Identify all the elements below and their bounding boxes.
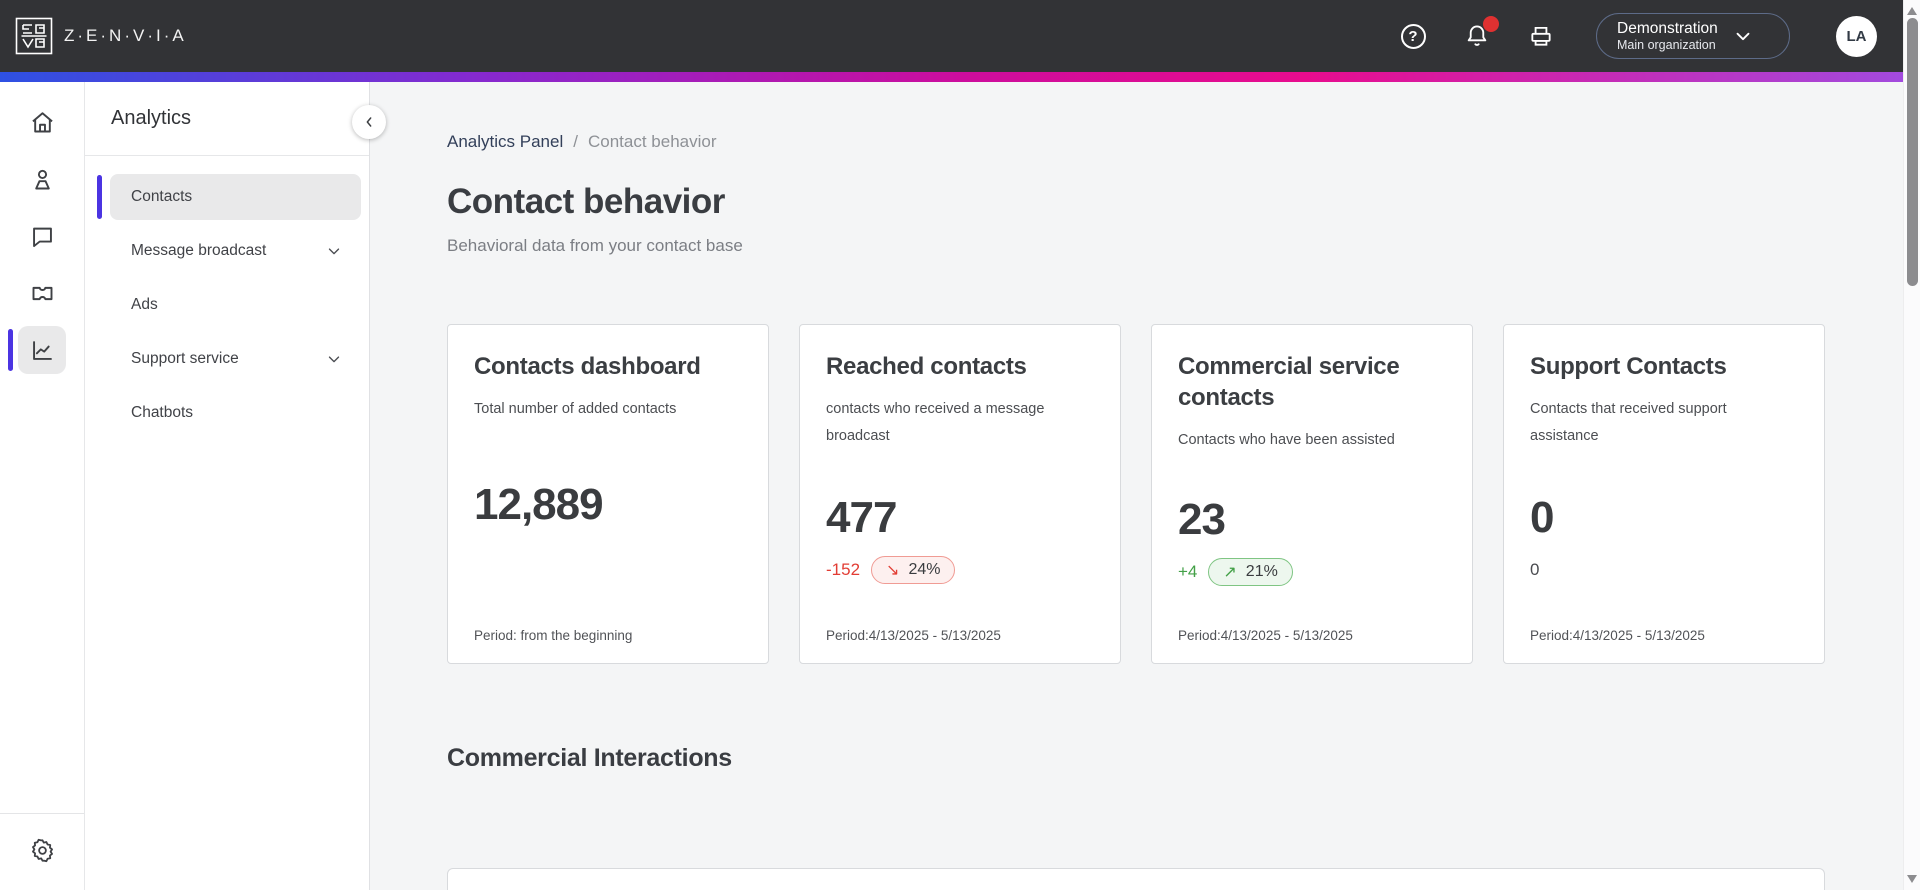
sidebar-item-support-service[interactable]: Support service bbox=[110, 336, 361, 382]
organization-sub-label: Main organization bbox=[1617, 37, 1716, 52]
card-title: Commercial service contacts bbox=[1178, 353, 1400, 412]
sidebar-item-label: Contacts bbox=[131, 188, 193, 205]
commercial-interactions-card-top bbox=[447, 868, 1825, 890]
chevron-down-icon bbox=[325, 350, 343, 368]
card-title: Reached contacts bbox=[826, 353, 1027, 380]
card-description: Contacts who have been assisted bbox=[1178, 432, 1395, 449]
card-value: 477 bbox=[826, 492, 897, 542]
card-period: Period:4/13/2025 - 5/13/2025 bbox=[826, 628, 1001, 643]
sidebar-item-contacts[interactable]: Contacts bbox=[97, 174, 361, 220]
card-period: Period:4/13/2025 - 5/13/2025 bbox=[1530, 628, 1705, 643]
card-support-contacts: Support Contacts Contacts that received … bbox=[1503, 324, 1825, 664]
arrow-up-right-icon: ↗ bbox=[1223, 564, 1237, 582]
card-delta-row: -152 ↘ 24% bbox=[826, 555, 1094, 585]
card-period: Period: from the beginning bbox=[474, 628, 633, 643]
delta-value: +4 bbox=[1178, 562, 1198, 582]
card-delta-row: 0 bbox=[1530, 555, 1798, 585]
notifications-bell-icon[interactable] bbox=[1464, 16, 1499, 49]
notification-dot bbox=[1483, 16, 1499, 32]
section-title-commercial-interactions: Commercial Interactions bbox=[447, 744, 732, 772]
user-avatar[interactable]: LA bbox=[1836, 15, 1877, 57]
conversations-chat-icon[interactable] bbox=[18, 212, 66, 260]
trend-badge-up: ↗ 21% bbox=[1208, 558, 1293, 587]
printer-icon[interactable] bbox=[1528, 23, 1554, 49]
zenvia-logo bbox=[14, 16, 54, 56]
chevron-down-icon bbox=[325, 242, 343, 260]
card-value: 23 bbox=[1178, 495, 1226, 545]
home-icon[interactable] bbox=[18, 98, 66, 146]
help-icon[interactable] bbox=[1400, 23, 1426, 49]
card-delta-row: +4 ↗ 21% bbox=[1178, 557, 1446, 587]
sidebar-item-chatbots[interactable]: Chatbots bbox=[110, 390, 361, 436]
card-period: Period:4/13/2025 - 5/13/2025 bbox=[1178, 628, 1353, 643]
analytics-chart-icon[interactable] bbox=[8, 326, 66, 374]
card-commercial-service-contacts: Commercial service contacts Contacts who… bbox=[1151, 324, 1473, 664]
card-value: 12,889 bbox=[474, 479, 604, 529]
chevron-down-icon bbox=[1732, 25, 1754, 47]
icon-rail bbox=[0, 82, 85, 890]
top-bar: Z·E·N·V·I·A Demonstration Main organizat… bbox=[0, 0, 1920, 72]
brand-gradient-bar bbox=[0, 72, 1920, 82]
breadcrumb-analytics-panel-link[interactable]: Analytics Panel bbox=[447, 132, 564, 151]
sidebar-item-label: Support service bbox=[131, 350, 239, 367]
top-bar-actions: Demonstration Main organization LA bbox=[1362, 13, 1877, 59]
sidebar-header: Analytics bbox=[85, 82, 369, 156]
card-description: Contacts that received support assistanc… bbox=[1530, 401, 1727, 444]
trend-badge-down: ↘ 24% bbox=[871, 555, 956, 584]
tickets-icon[interactable] bbox=[18, 269, 66, 317]
card-title: Support Contacts bbox=[1530, 353, 1727, 380]
page-subtitle: Behavioral data from your contact base bbox=[447, 236, 743, 255]
main-content: Analytics Panel / Contact behavior Conta… bbox=[370, 82, 1920, 890]
breadcrumb-separator: / bbox=[573, 132, 578, 151]
organization-switcher[interactable]: Demonstration Main organization bbox=[1596, 13, 1790, 59]
brand: Z·E·N·V·I·A bbox=[14, 16, 187, 56]
delta-value: -152 bbox=[826, 559, 861, 579]
brand-text: Z·E·N·V·I·A bbox=[64, 26, 187, 45]
rail-bottom bbox=[0, 813, 84, 890]
sidebar-title: Analytics bbox=[111, 107, 192, 129]
breadcrumb: Analytics Panel / Contact behavior bbox=[447, 132, 1880, 152]
card-description: contacts who received a message broadcas… bbox=[826, 401, 1045, 444]
sidebar-item-label: Ads bbox=[131, 296, 158, 313]
trend-percent: 21% bbox=[1245, 563, 1278, 581]
card-reached-contacts: Reached contacts contacts who received a… bbox=[799, 324, 1121, 664]
page-title: Contact behavior bbox=[447, 182, 725, 221]
settings-gear-icon[interactable] bbox=[18, 826, 66, 874]
card-description: Total number of added contacts bbox=[474, 401, 677, 418]
sidebar-item-message-broadcast[interactable]: Message broadcast bbox=[110, 228, 361, 274]
contacts-person-icon[interactable] bbox=[18, 155, 66, 203]
sidebar-item-label: Message broadcast bbox=[131, 242, 267, 259]
secondary-value: 0 bbox=[1530, 559, 1540, 579]
card-contacts-dashboard: Contacts dashboard Total number of added… bbox=[447, 324, 769, 664]
vertical-scrollbar[interactable] bbox=[1903, 0, 1920, 890]
sidebar-menu: Contacts Message broadcast Ads Support s… bbox=[85, 156, 369, 436]
analytics-sidebar: Analytics Contacts Message broadcast Ads… bbox=[85, 82, 386, 890]
kpi-cards-row: Contacts dashboard Total number of added… bbox=[447, 324, 1880, 664]
card-delta-row bbox=[474, 542, 742, 572]
scrollbar-down-arrow[interactable] bbox=[1907, 875, 1917, 883]
card-title: Contacts dashboard bbox=[474, 353, 701, 380]
sidebar-collapse-button[interactable] bbox=[352, 105, 386, 139]
organization-name: Demonstration bbox=[1617, 19, 1718, 37]
sidebar-item-ads[interactable]: Ads bbox=[110, 282, 361, 328]
scrollbar-up-arrow[interactable] bbox=[1907, 7, 1917, 15]
card-value: 0 bbox=[1530, 492, 1554, 542]
sidebar-item-label: Chatbots bbox=[131, 404, 194, 421]
trend-percent: 24% bbox=[908, 560, 941, 578]
scrollbar-thumb[interactable] bbox=[1907, 18, 1918, 286]
arrow-down-right-icon: ↘ bbox=[886, 561, 900, 579]
breadcrumb-current: Contact behavior bbox=[587, 132, 717, 151]
